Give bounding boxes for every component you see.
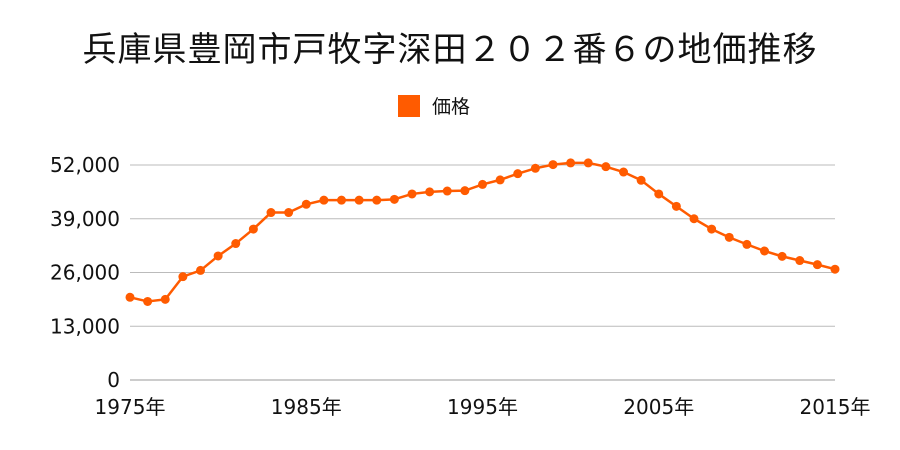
data-point xyxy=(389,194,399,204)
data-point xyxy=(812,260,822,270)
data-point xyxy=(742,239,752,249)
series-points-group xyxy=(125,158,840,306)
data-point xyxy=(636,175,646,185)
x-tick-label: 1975年 xyxy=(95,395,166,419)
data-point xyxy=(689,214,699,224)
y-axis-labels: 0 13,000 26,000 39,000 52,000 xyxy=(50,153,120,392)
data-point xyxy=(830,264,840,274)
y-tick-label: 39,000 xyxy=(50,207,120,231)
data-point xyxy=(213,251,223,261)
data-point xyxy=(178,272,188,282)
data-point xyxy=(284,208,294,218)
data-point xyxy=(707,224,717,234)
x-tick-label: 1985年 xyxy=(271,395,342,419)
grid xyxy=(130,164,835,381)
data-point xyxy=(583,158,593,168)
x-tick-label: 1995年 xyxy=(447,395,518,419)
data-point xyxy=(795,256,805,266)
data-point xyxy=(777,251,787,261)
data-point xyxy=(319,195,329,205)
data-point xyxy=(196,265,205,275)
data-point xyxy=(548,160,558,170)
data-point xyxy=(143,296,153,306)
data-point xyxy=(760,246,769,256)
data-point xyxy=(231,239,241,249)
data-point xyxy=(513,169,523,179)
x-axis-labels: 1975年 1985年 1995年 2005年 2015年 xyxy=(95,395,871,419)
y-tick-label: 0 xyxy=(107,368,120,392)
data-point xyxy=(671,201,681,211)
data-point xyxy=(530,163,540,173)
legend-label: 価格 xyxy=(432,96,471,118)
data-point xyxy=(425,187,435,197)
data-point xyxy=(619,167,628,177)
x-tick-label: 2005年 xyxy=(623,395,694,419)
data-point xyxy=(301,199,311,209)
y-tick-label: 52,000 xyxy=(50,153,120,177)
data-point xyxy=(601,162,611,172)
data-point xyxy=(495,175,505,185)
data-point xyxy=(372,195,382,205)
data-point xyxy=(566,158,576,168)
data-point xyxy=(654,189,664,199)
legend-swatch xyxy=(398,94,420,117)
data-point xyxy=(337,195,346,205)
legend: 価格 xyxy=(398,92,470,119)
data-point xyxy=(160,294,170,304)
data-point xyxy=(442,186,452,196)
data-point xyxy=(724,232,734,242)
data-point xyxy=(266,208,276,218)
data-point xyxy=(478,179,487,189)
y-tick-label: 26,000 xyxy=(50,261,120,285)
y-tick-label: 13,000 xyxy=(50,314,120,338)
data-point xyxy=(125,292,135,302)
chart-title: 兵庫県豊岡市戸牧字深田２０２番６の地価推移 xyxy=(82,30,818,70)
data-point xyxy=(460,186,470,196)
data-point xyxy=(407,189,417,199)
data-point xyxy=(354,195,364,205)
data-point xyxy=(248,224,258,234)
x-tick-label: 2015年 xyxy=(800,395,871,419)
